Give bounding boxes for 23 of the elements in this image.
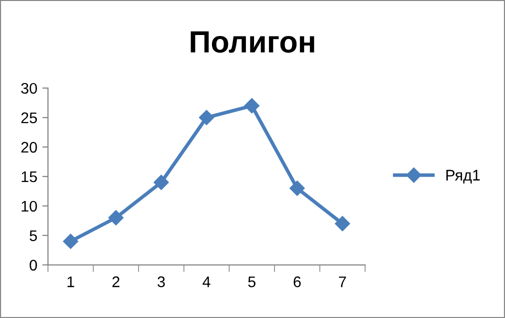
y-tick-label: 5 — [30, 230, 37, 242]
legend-label: Ряд1 — [446, 170, 480, 184]
y-tick-label: 0 — [30, 260, 37, 271]
x-tick-label: 7 — [338, 276, 346, 288]
x-tick-label: 2 — [112, 276, 120, 288]
point — [154, 174, 169, 190]
chart-title: Полигон — [190, 31, 314, 53]
y-tick-label: 30 — [21, 82, 37, 94]
x-tick-label: 4 — [202, 276, 210, 288]
y-tick-label: 25 — [21, 112, 37, 124]
x-tick-label: 3 — [158, 276, 165, 288]
x-tick-label: 5 — [248, 276, 256, 288]
point — [244, 98, 260, 114]
point — [334, 216, 350, 232]
y-tick-label: 10 — [22, 200, 37, 212]
point — [198, 110, 214, 126]
point — [108, 210, 124, 226]
y-tick-label: 15 — [22, 172, 37, 182]
point — [290, 180, 305, 196]
y-tick-label: 20 — [21, 142, 37, 153]
x-tick-label: 6 — [294, 276, 301, 288]
x-tick-label: 1 — [68, 276, 74, 288]
point — [63, 234, 78, 249]
